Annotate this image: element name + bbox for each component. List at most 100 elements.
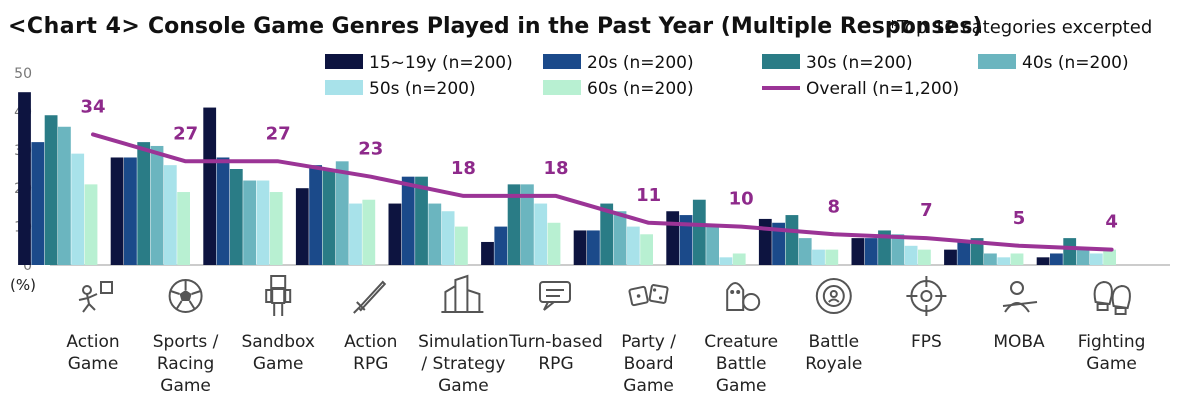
category-label-line: Game — [1086, 354, 1137, 374]
category-label: SandboxGame — [241, 332, 315, 374]
bar — [336, 161, 349, 265]
boxing-gloves-icon — [1095, 282, 1130, 314]
bar — [389, 204, 402, 265]
category-label-line: Game — [623, 376, 674, 396]
bar — [111, 157, 124, 265]
bar — [1011, 253, 1024, 265]
category-label: CreatureBattleGame — [704, 332, 778, 396]
bar — [1103, 250, 1116, 265]
category-label-line: RPG — [353, 354, 388, 374]
bar — [957, 242, 970, 265]
icon-layer — [79, 276, 1130, 316]
legend-item: 15~19y (n=200) — [325, 53, 513, 73]
overall-data-label: 27 — [173, 123, 198, 144]
bar — [918, 250, 931, 265]
bar — [666, 211, 679, 265]
category-label: ActionGame — [66, 332, 119, 374]
bar — [614, 211, 627, 265]
legend-swatch — [543, 54, 581, 69]
bar — [852, 238, 865, 265]
bar — [997, 257, 1010, 265]
legend-label: 15~19y (n=200) — [369, 53, 513, 73]
overall-data-label: 18 — [451, 158, 476, 179]
crosshair-icon — [906, 276, 946, 316]
category-label-line: Sports / — [153, 332, 219, 352]
buildings-icon — [441, 276, 483, 312]
bar — [1077, 250, 1090, 265]
overall-data-label: 5 — [1013, 208, 1026, 229]
category-label-line: Fighting — [1078, 332, 1146, 352]
category-label-line: Battle — [809, 332, 860, 352]
legend-swatch — [762, 54, 800, 69]
bar — [574, 230, 587, 265]
category-label-line: Board — [624, 354, 674, 374]
category-label: Party /BoardGame — [621, 332, 676, 396]
bar — [85, 184, 98, 265]
overall-data-label: 10 — [729, 189, 754, 210]
bar — [693, 200, 706, 265]
legend-item: 50s (n=200) — [325, 79, 476, 99]
category-label-layer: ActionGameSports /RacingGameSandboxGameA… — [66, 332, 1145, 396]
bar — [362, 200, 375, 265]
legend-item: 20s (n=200) — [543, 53, 694, 73]
legend-swatch — [325, 80, 363, 95]
bar — [296, 188, 309, 265]
blocky-figure-icon — [266, 276, 290, 316]
moba-character-icon — [1003, 282, 1037, 312]
category-label-line: Action — [66, 332, 119, 352]
bar — [759, 219, 772, 265]
category-label-line: Sandbox — [241, 332, 315, 352]
category-label-line: Game — [716, 376, 767, 396]
bar — [640, 234, 653, 265]
bar — [124, 157, 137, 265]
bar — [309, 165, 322, 265]
bar — [720, 257, 733, 265]
category-label: FightingGame — [1078, 332, 1146, 374]
y-unit-label: (%) — [10, 276, 36, 294]
bar — [442, 211, 455, 265]
legend-label: Overall (n=1,200) — [806, 79, 959, 99]
soccer-ball-icon — [170, 280, 202, 312]
dice-icon — [629, 285, 668, 306]
legend-swatch — [543, 80, 581, 95]
category-label-line: Simulation — [418, 332, 509, 352]
legend-label: 30s (n=200) — [806, 53, 913, 73]
bar — [627, 227, 640, 265]
bar — [812, 250, 825, 265]
category-label-line: Battle — [716, 354, 767, 374]
overall-data-label: 7 — [920, 200, 933, 221]
category-label: ActionRPG — [344, 332, 397, 374]
category-label-line: Party / — [621, 332, 676, 352]
legend-swatch — [978, 54, 1016, 69]
overall-data-label: 34 — [80, 96, 105, 117]
category-label: Simulation/ StrategyGame — [418, 332, 509, 396]
category-label: Turn-basedRPG — [508, 332, 603, 374]
legend-label: 50s (n=200) — [369, 79, 476, 99]
legend-label: 60s (n=200) — [587, 79, 694, 99]
bar — [548, 223, 561, 265]
action-game-icon — [79, 282, 112, 312]
bar — [799, 238, 812, 265]
category-label-line: Game — [438, 376, 489, 396]
bar — [428, 204, 441, 265]
bar — [481, 242, 494, 265]
legend-label: 40s (n=200) — [1022, 53, 1129, 73]
bar — [1037, 257, 1050, 265]
category-label-line: Game — [160, 376, 211, 396]
category-label-line: Game — [253, 354, 304, 374]
bar — [18, 92, 31, 265]
bar — [58, 127, 71, 265]
monsters-icon — [727, 283, 759, 310]
bar — [786, 215, 799, 265]
bar — [257, 181, 270, 265]
bar — [587, 230, 600, 265]
bar — [865, 238, 878, 265]
bar — [243, 181, 256, 265]
bar — [349, 204, 362, 265]
category-label-line: Royale — [805, 354, 862, 374]
bar — [1063, 238, 1076, 265]
bar — [217, 157, 230, 265]
category-label: FPS — [911, 332, 942, 352]
overall-data-label: 27 — [266, 123, 291, 144]
category-label-line: Game — [68, 354, 119, 374]
